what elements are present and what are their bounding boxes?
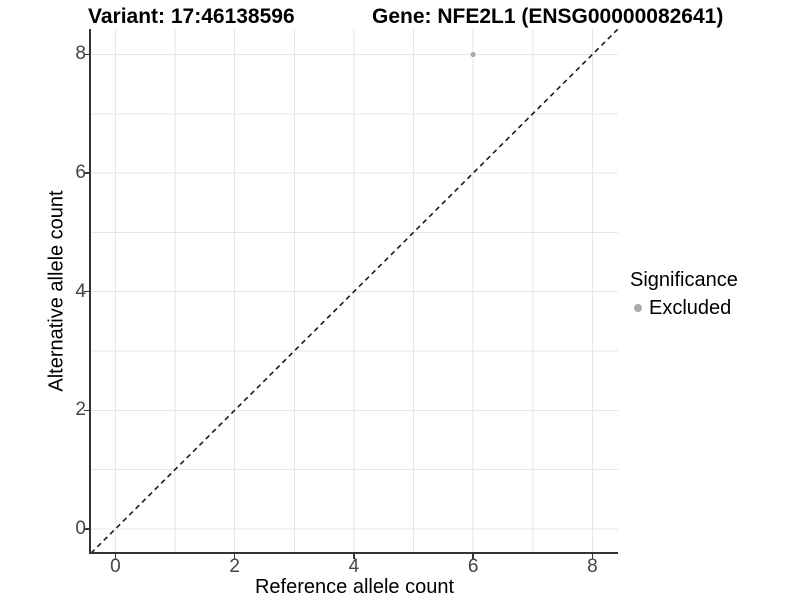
y-axis-title: Alternative allele count [45,190,68,392]
y-tick-label: 4 [75,280,86,302]
plot-area [91,29,618,552]
y-tick [84,172,89,174]
x-tick [353,554,355,559]
y-tick-label: 2 [75,399,86,421]
x-tick [233,554,236,559]
y-tick-label: 0 [75,517,86,539]
y-tick [84,528,89,530]
plot-panel [89,29,618,554]
legend: Significance Excluded [630,266,738,322]
y-tick [84,53,89,56]
legend-item-label: Excluded [649,297,732,319]
legend-items: Excluded [630,294,738,322]
y-tick-label: 8 [75,43,86,65]
x-tick-label: 4 [348,556,360,577]
x-tick-label: 6 [467,556,479,577]
gene-title: Gene: NFE2L1 (ENSG00000082641) [372,5,724,28]
x-tick [114,554,117,559]
x-tick-label: 8 [587,556,598,577]
legend-item: Excluded [630,294,738,322]
x-tick [472,554,474,559]
identity-line [91,29,618,552]
y-tick [84,409,89,412]
variant-title: Variant: 17:46138596 [88,5,295,28]
x-tick-label: 2 [229,556,240,577]
x-tick [591,554,594,559]
data-point [470,51,476,58]
x-tick-label: 0 [110,556,121,577]
legend-title: Significance [630,269,738,291]
x-axis-title: Reference allele count [254,576,454,598]
y-tick-label: 6 [75,162,86,184]
y-tick [84,290,89,293]
legend-dot-icon [634,304,642,312]
